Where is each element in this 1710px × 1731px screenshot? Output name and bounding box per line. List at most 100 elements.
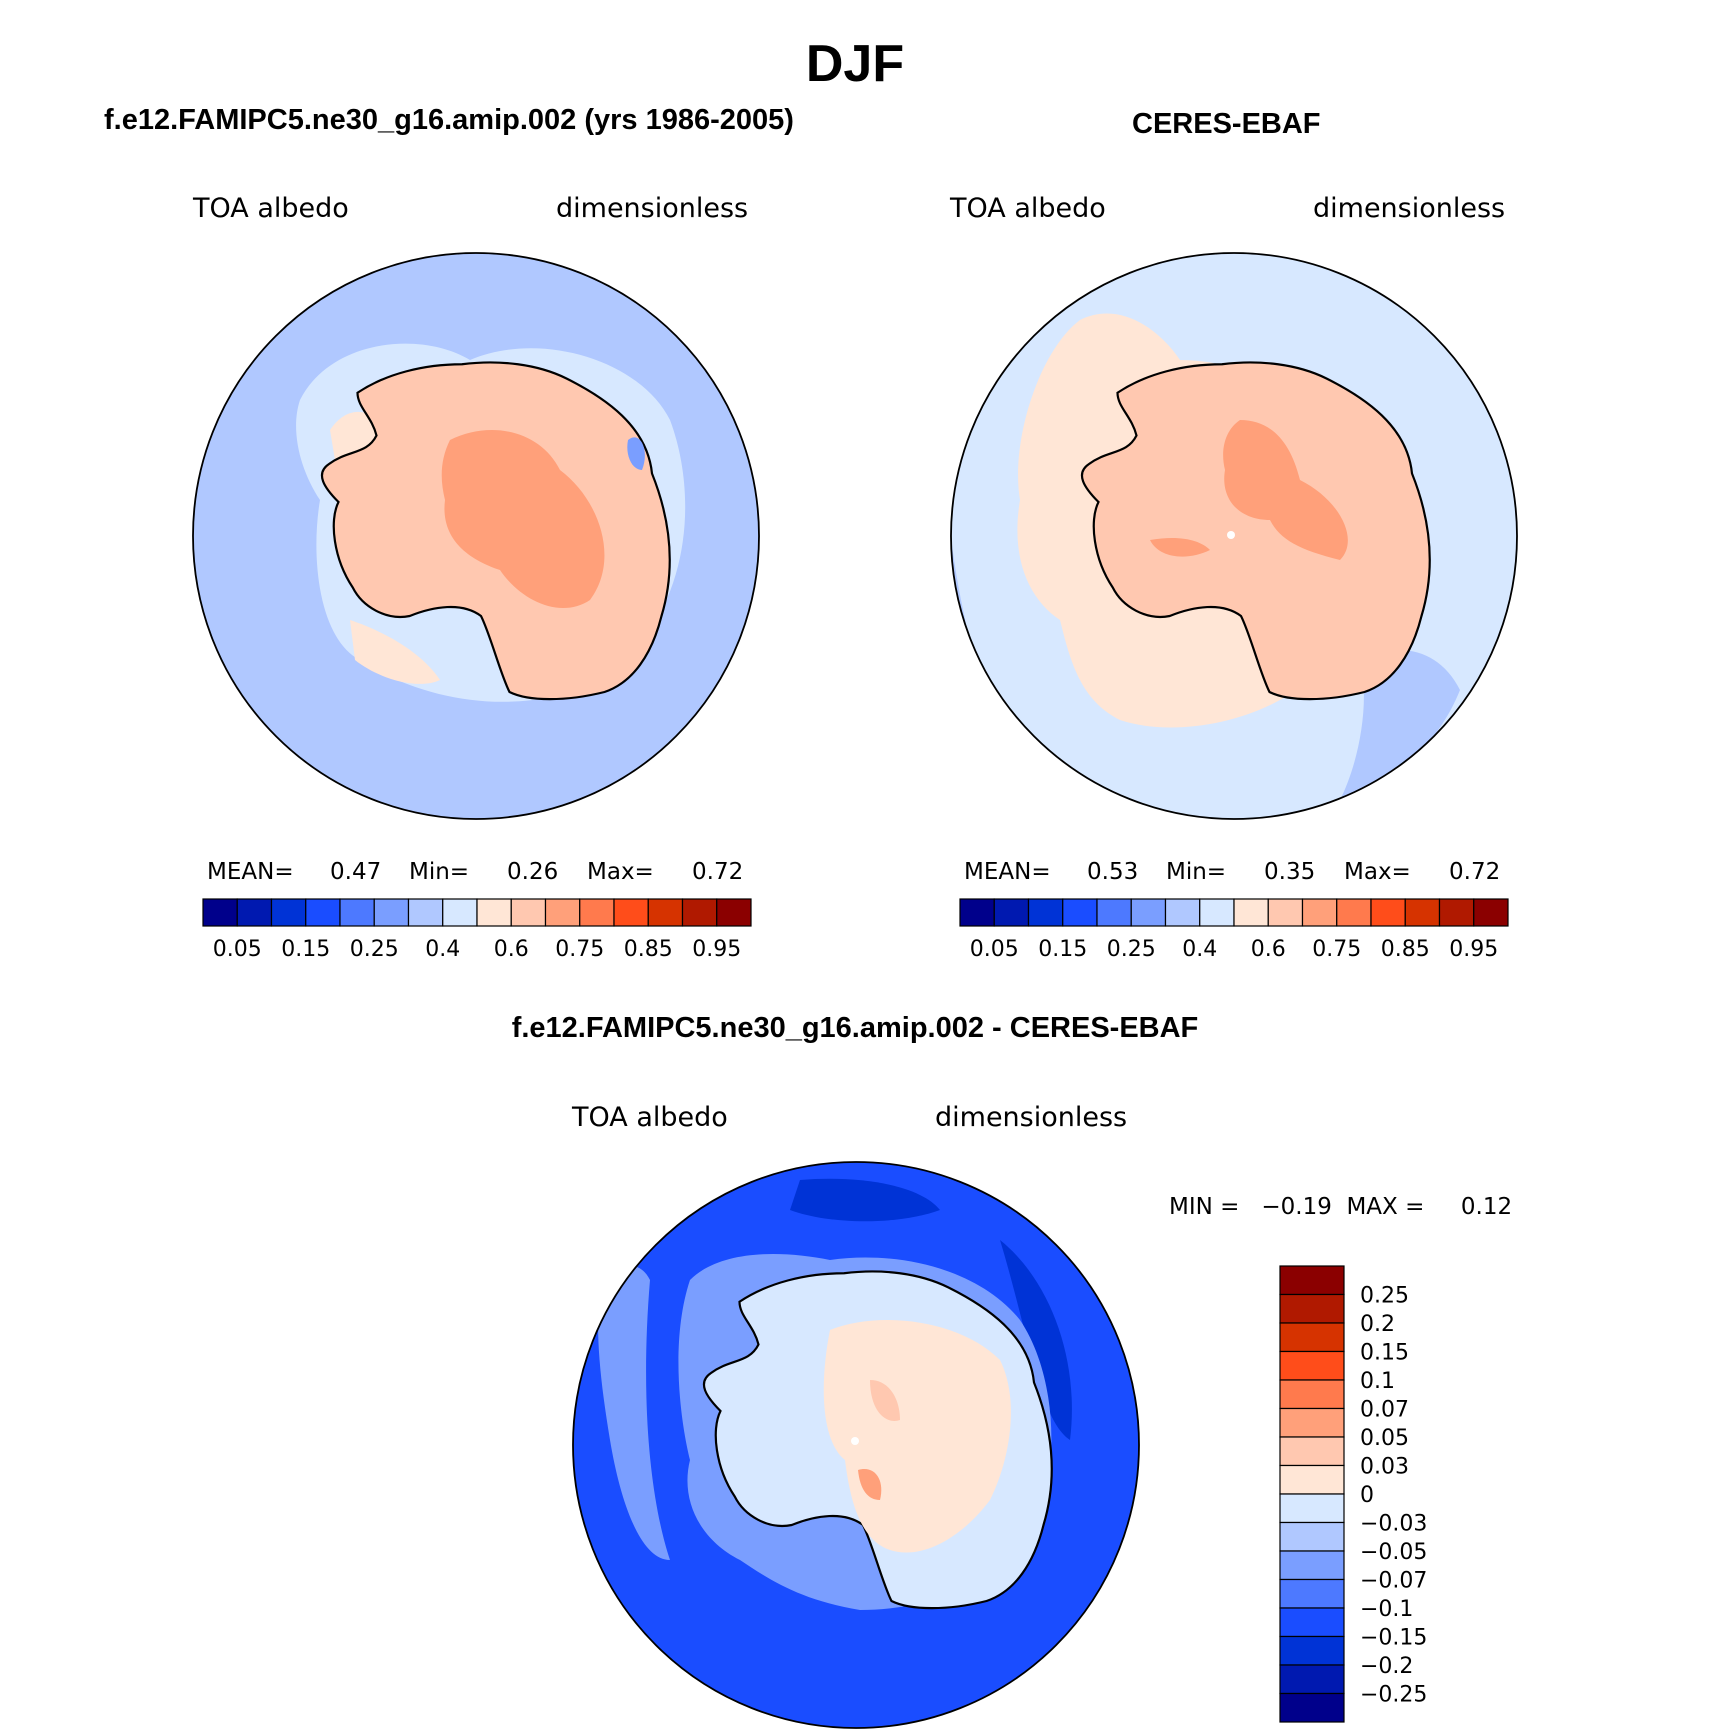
diff-map [573, 1162, 1139, 1728]
obs-colorbar-box [1473, 898, 1509, 927]
model-colorbar-box [716, 898, 752, 927]
obs-colorbar-box [1370, 898, 1406, 927]
obs-min-label: Min= [1166, 859, 1227, 885]
obs-colorbar: 0.05 0.15 0.25 0.4 0.6 0.75 0.85 0.95 [959, 898, 1509, 962]
model-colorbar-label: 0.25 [350, 937, 399, 962]
main-title: DJF [805, 35, 905, 93]
diff-colorbar-box [1279, 1436, 1345, 1467]
obs-units-label: dimensionless [1313, 193, 1506, 224]
obs-colorbar-box [1027, 898, 1064, 927]
diff-map-border [572, 1161, 1140, 1729]
obs-colorbar-label: 0.25 [1107, 937, 1156, 962]
diff-colorbar-label: −0.2 [1360, 1654, 1413, 1679]
diff-colorbar-box [1279, 1607, 1345, 1638]
obs-colorbar-box [1404, 898, 1441, 927]
model-colorbar-box [476, 898, 512, 927]
diff-colorbar-label: −0.15 [1360, 1626, 1427, 1651]
diff-colorbar-box [1279, 1464, 1345, 1495]
obs-mean-value: 0.53 [1087, 859, 1139, 885]
diff-colorbar-box [1279, 1493, 1345, 1524]
model-colorbar-box [510, 898, 547, 927]
model-colorbar-box [647, 898, 684, 927]
model-colorbar-box [236, 898, 273, 927]
model-variable-label: TOA albedo [193, 193, 349, 224]
obs-colorbar-label: 0.05 [970, 937, 1019, 962]
diff-colorbar-box [1279, 1265, 1345, 1296]
diff-colorbar-box [1279, 1379, 1345, 1410]
model-colorbar-box [373, 898, 410, 927]
obs-colorbar-label: 0.75 [1312, 937, 1361, 962]
diff-colorbar-label: 0 [1360, 1483, 1374, 1508]
diff-colorbar-label: −0.03 [1360, 1512, 1427, 1537]
obs-colorbar-box [959, 898, 995, 927]
obs-min-value: 0.35 [1264, 859, 1316, 885]
obs-colorbar-box [1267, 898, 1304, 927]
model-max-value: 0.72 [692, 859, 744, 885]
model-colorbar: 0.05 0.15 0.25 0.4 0.6 0.75 0.85 0.95 [202, 898, 752, 962]
model-colorbar-box [305, 898, 341, 927]
diff-colorbar-box [1279, 1350, 1345, 1381]
model-colorbar-box [579, 898, 615, 927]
diff-colorbar-label: −0.05 [1360, 1540, 1427, 1565]
model-units-label: dimensionless [556, 193, 749, 224]
model-colorbar-box [613, 898, 649, 927]
obs-colorbar-label: 0.4 [1182, 937, 1217, 962]
model-colorbar-label: 0.05 [213, 937, 262, 962]
model-colorbar-box [442, 898, 478, 927]
model-colorbar-box [270, 898, 307, 927]
obs-colorbar-box [1096, 898, 1132, 927]
diff-colorbar: 0.25 0.2 0.15 0.1 0.07 0.05 0.03 0 −0.03 −0.05 −0.… [1279, 1265, 1427, 1723]
diff-colorbar-box [1279, 1578, 1345, 1609]
obs-colorbar-label: 0.6 [1251, 937, 1286, 962]
diff-colorbar-label: −0.1 [1360, 1597, 1413, 1622]
diff-colorbar-label: 0.07 [1360, 1398, 1409, 1423]
obs-colorbar-box [1336, 898, 1372, 927]
model-mean-label: MEAN= [207, 859, 294, 885]
diff-colorbar-box [1279, 1550, 1345, 1581]
model-panel-title: f.e12.FAMIPC5.ne30_g16.amip.002 (yrs 198… [104, 104, 794, 136]
diff-colorbar-box [1279, 1293, 1345, 1324]
obs-colorbar-label: 0.95 [1449, 937, 1498, 962]
diff-colorbar-label: 0.03 [1360, 1455, 1409, 1480]
obs-variable-label: TOA albedo [950, 193, 1106, 224]
obs-colorbar-box [1130, 898, 1167, 927]
obs-colorbar-box [1438, 898, 1475, 927]
model-colorbar-box [339, 898, 375, 927]
obs-max-label: Max= [1344, 859, 1411, 885]
obs-colorbar-label: 0.85 [1381, 937, 1430, 962]
model-colorbar-label: 0.15 [281, 937, 330, 962]
diff-colorbar-label: −0.25 [1360, 1683, 1427, 1708]
model-colorbar-box [407, 898, 444, 927]
obs-colorbar-box [1301, 898, 1338, 927]
diff-colorbar-box [1279, 1407, 1345, 1438]
model-colorbar-box [681, 898, 718, 927]
diff-colorbar-label: 0.1 [1360, 1369, 1395, 1394]
diff-colorbar-box [1279, 1635, 1345, 1666]
diff-colorbar-label: 0.15 [1360, 1341, 1409, 1366]
model-colorbar-label: 0.6 [494, 937, 529, 962]
model-max-label: Max= [587, 859, 654, 885]
model-colorbar-label: 0.4 [425, 937, 460, 962]
model-colorbar-box [544, 898, 581, 927]
diff-colorbar-label: 0.25 [1360, 1284, 1409, 1309]
model-colorbar-box [202, 898, 238, 927]
model-map [193, 253, 759, 819]
diff-colorbar-label: 0.2 [1360, 1312, 1395, 1337]
model-map-border [192, 252, 760, 820]
obs-panel-title: CERES-EBAF [1132, 108, 1321, 140]
diff-colorbar-box [1279, 1664, 1345, 1695]
diff-minmax-label: MIN = −0.19 MAX = 0.12 [1169, 1194, 1513, 1220]
diff-variable-label: TOA albedo [572, 1102, 728, 1133]
obs-colorbar-label: 0.15 [1038, 937, 1087, 962]
model-colorbar-label: 0.75 [555, 937, 604, 962]
model-min-value: 0.26 [507, 859, 559, 885]
model-min-label: Min= [409, 859, 470, 885]
diff-colorbar-label: −0.07 [1360, 1569, 1427, 1594]
diff-colorbar-box [1279, 1692, 1345, 1723]
obs-colorbar-box [993, 898, 1030, 927]
model-colorbar-label: 0.95 [692, 937, 741, 962]
obs-colorbar-box [1062, 898, 1098, 927]
model-colorbar-label: 0.85 [624, 937, 673, 962]
diff-colorbar-label: 0.05 [1360, 1426, 1409, 1451]
